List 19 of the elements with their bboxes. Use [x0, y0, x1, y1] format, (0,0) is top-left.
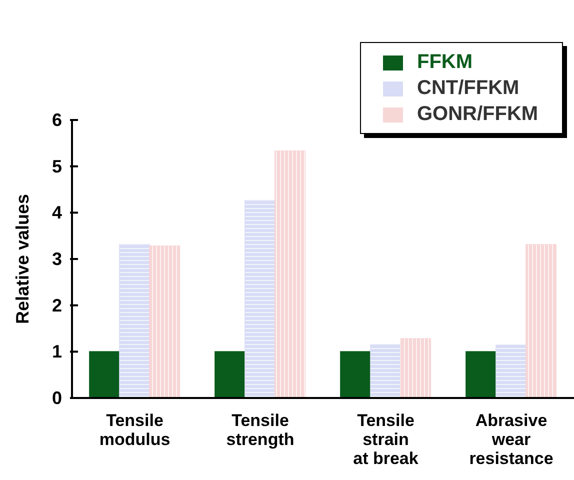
legend-label: CNT/FFKM [417, 77, 520, 99]
y-tick-label: 3 [52, 249, 62, 269]
y-axis-title: Relative values [12, 194, 32, 324]
y-tick-label: 4 [52, 202, 62, 223]
x-tick-label: Abrasive wear resistance [469, 411, 554, 468]
y-tick-label: 5 [52, 156, 62, 176]
y-tick-label: 2 [52, 295, 62, 316]
x-tick-label: Tensile modulus [99, 411, 170, 449]
bar [466, 351, 497, 398]
y-tick-label: 6 [52, 110, 62, 130]
legend-label: FFKM [417, 51, 473, 73]
y-tick-label: 0 [52, 388, 62, 408]
bar [214, 351, 246, 398]
bar [89, 351, 120, 398]
legend-label: GONR/FFKM [417, 103, 538, 125]
bar [340, 351, 372, 398]
y-tick-label: 1 [52, 342, 62, 362]
x-tick-label: Tensile strength [226, 411, 294, 449]
x-tick-label: Tensile strain at break [353, 411, 419, 468]
